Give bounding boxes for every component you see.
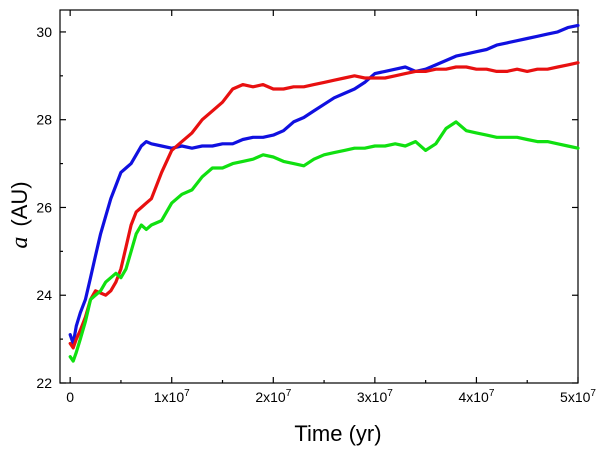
x-tick-label-5: 5x107 xyxy=(560,388,596,405)
x-axis-title: Time (yr) xyxy=(294,421,381,446)
red-series-line xyxy=(68,61,580,350)
blue-series-line xyxy=(68,23,580,346)
x-tick-label-2: 2x107 xyxy=(255,388,291,405)
label-layer: 0 1x107 2x107 3x107 4x107 5x107 22 24 26 28 30 xyxy=(36,24,596,405)
y-axis-unit: (AU) xyxy=(7,181,32,226)
y-axis-symbol: a xyxy=(7,237,33,249)
x-tick-label-1: 1x107 xyxy=(154,388,190,405)
y-tick-label-3: 28 xyxy=(36,112,52,128)
y-tick-label-0: 22 xyxy=(36,375,52,391)
plot-frame xyxy=(59,9,579,384)
y-axis-title: a (AU) xyxy=(7,181,33,248)
x-tick-label-3: 3x107 xyxy=(357,388,393,405)
y-tick-label-1: 24 xyxy=(36,287,52,303)
series-layer xyxy=(68,23,580,363)
green-series-line xyxy=(68,120,580,363)
y-tick-label-2: 26 xyxy=(36,199,52,215)
y-tick-label-4: 30 xyxy=(36,24,52,40)
x-tick-label-0: 0 xyxy=(66,389,74,405)
tick-layer xyxy=(60,10,579,384)
x-tick-label-4: 4x107 xyxy=(458,388,494,405)
svg-text:a (AU): a (AU) xyxy=(7,181,33,248)
